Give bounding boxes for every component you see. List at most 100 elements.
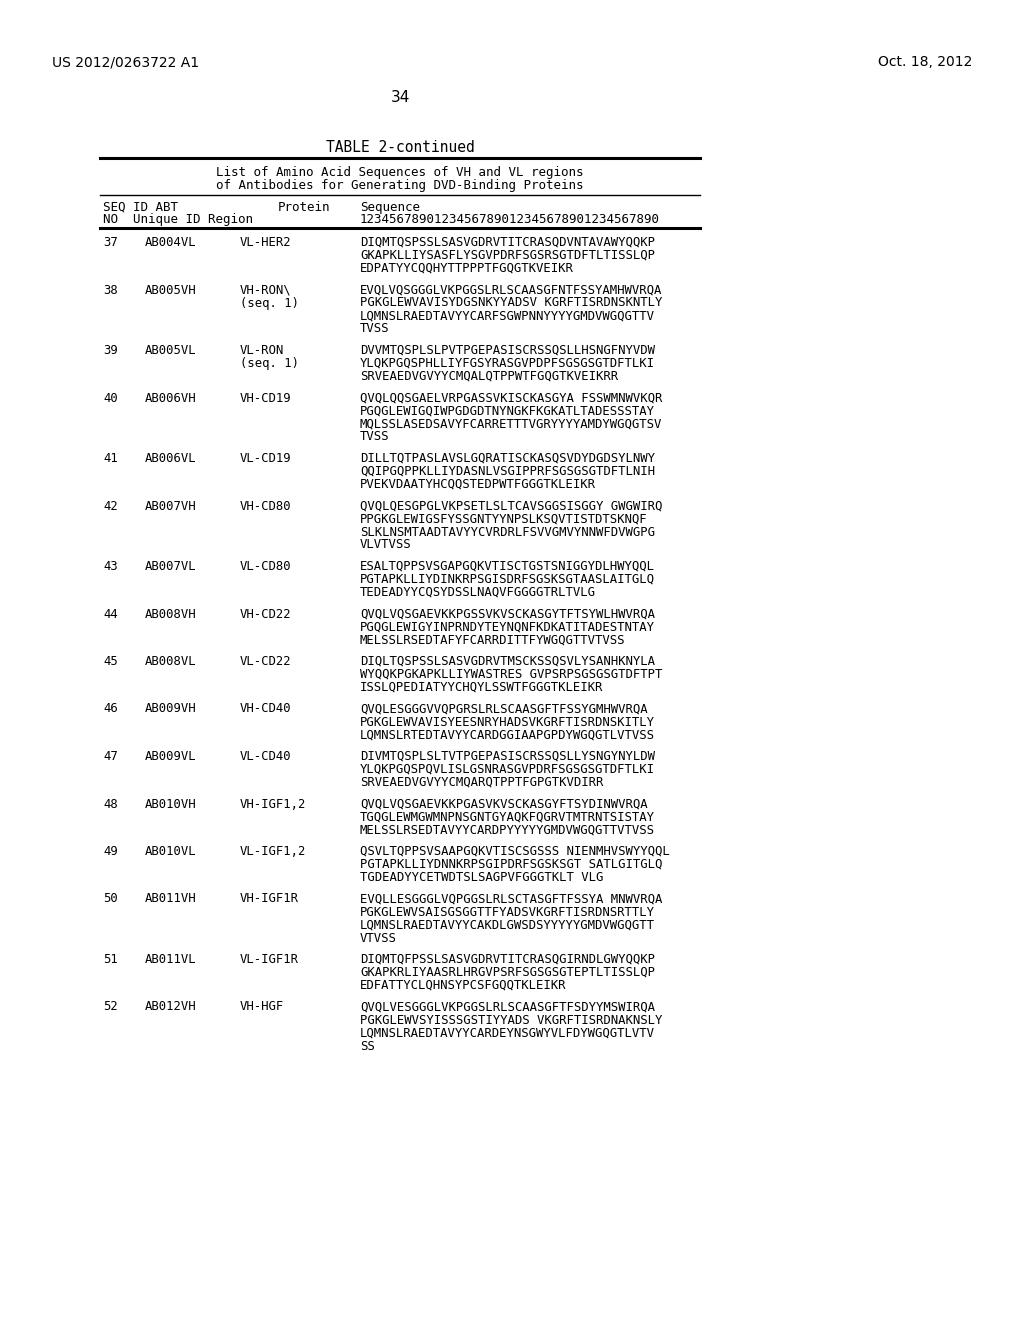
Text: LQMNSLRAEDTAVYYCARDEYNSGWYVLFDYWGQGTLVTV: LQMNSLRAEDTAVYYCARDEYNSGWYVLFDYWGQGTLVTV	[360, 1027, 655, 1040]
Text: PGTAPKLLIYDINKRPSGISDRFSGSKSGTAASLAITGLQ: PGTAPKLLIYDINKRPSGISDRFSGSKSGTAASLAITGLQ	[360, 573, 655, 586]
Text: YLQKPGQSPHLLIYFGSYRASGVPDPFSGSGSGTDFTLKI: YLQKPGQSPHLLIYFGSYRASGVPDPFSGSGSGTDFTLKI	[360, 356, 655, 370]
Text: List of Amino Acid Sequences of VH and VL regions: List of Amino Acid Sequences of VH and V…	[216, 166, 584, 180]
Text: AB005VH: AB005VH	[145, 284, 197, 297]
Text: VH-CD40: VH-CD40	[240, 702, 292, 715]
Text: ESALTQPPSVSGAPGQKVTISCTGSTSNIGGYDLHWYQQL: ESALTQPPSVSGAPGQKVTISCTGSTSNIGGYDLHWYQQL	[360, 560, 655, 573]
Text: VH-IGF1R: VH-IGF1R	[240, 892, 299, 906]
Text: QVQLVESGGGLVKPGGSLRLSCAASGFTFSDYYMSWIRQA: QVQLVESGGGLVKPGGSLRLSCAASGFTFSDYYMSWIRQA	[360, 1001, 655, 1014]
Text: QVQLQESGPGLVKPSETLSLTCAVSGGSISGGY GWGWIRQ: QVQLQESGPGLVKPSETLSLTCAVSGGSISGGY GWGWIR…	[360, 499, 663, 512]
Text: VH-HGF: VH-HGF	[240, 1001, 285, 1014]
Text: 41: 41	[103, 451, 118, 465]
Text: 48: 48	[103, 797, 118, 810]
Text: VH-RON\: VH-RON\	[240, 284, 292, 297]
Text: PGKGLEWVAVISYEESNRYHADSVKGRFTISRDNSKITLY: PGKGLEWVAVISYEESNRYHADSVKGRFTISRDNSKITLY	[360, 715, 655, 729]
Text: 50: 50	[103, 892, 118, 906]
Text: SS: SS	[360, 1040, 375, 1052]
Text: AB010VL: AB010VL	[145, 845, 197, 858]
Text: VL-CD19: VL-CD19	[240, 451, 292, 465]
Text: ISSLQPEDIATYYCHQYLSSWTFGGGTKLEIKR: ISSLQPEDIATYYCHQYLSSWTFGGGTKLEIKR	[360, 681, 603, 694]
Text: 47: 47	[103, 750, 118, 763]
Text: VTVSS: VTVSS	[360, 932, 397, 945]
Text: VL-CD40: VL-CD40	[240, 750, 292, 763]
Text: PGKGLEWVSAISGSGGTTFYADSVKGRFTISRDNSRTTLY: PGKGLEWVSAISGSGGTTFYADSVKGRFTISRDNSRTTLY	[360, 906, 655, 919]
Text: PGKGLEWVSYISSSGSTIYYADS VKGRFTISRDNAKNSLY: PGKGLEWVSYISSSGSTIYYADS VKGRFTISRDNAKNSL…	[360, 1014, 663, 1027]
Text: EDFATTYCLQHNSYPCSFGQQTKLEIKR: EDFATTYCLQHNSYPCSFGQQTKLEIKR	[360, 979, 566, 993]
Text: 45: 45	[103, 655, 118, 668]
Text: VL-IGF1,2: VL-IGF1,2	[240, 845, 306, 858]
Text: AB009VL: AB009VL	[145, 750, 197, 763]
Text: 34: 34	[390, 90, 410, 106]
Text: VLVTVSS: VLVTVSS	[360, 539, 412, 552]
Text: 1234567890123456789012345678901234567890: 1234567890123456789012345678901234567890	[360, 213, 660, 226]
Text: SEQ ID ABT: SEQ ID ABT	[103, 201, 178, 214]
Text: TVSS: TVSS	[360, 430, 389, 444]
Text: PVEKVDAATYHCQQSTEDPWTFGGGTKLEIKR: PVEKVDAATYHCQQSTEDPWTFGGGTKLEIKR	[360, 478, 596, 491]
Text: QVQLESGGGVVQPGRSLRLSCAASGFTFSSYGMHWVRQA: QVQLESGGGVVQPGRSLRLSCAASGFTFSSYGMHWVRQA	[360, 702, 647, 715]
Text: TVSS: TVSS	[360, 322, 389, 335]
Text: AB011VH: AB011VH	[145, 892, 197, 906]
Text: 52: 52	[103, 1001, 118, 1014]
Text: PGKGLEWVAVISYDGSNKYYADSV KGRFTISRDNSKNTLY: PGKGLEWVAVISYDGSNKYYADSV KGRFTISRDNSKNTL…	[360, 297, 663, 309]
Text: LQMNSLRTEDTAVYYCARDGGIAAPGPDYWGQGTLVTVSS: LQMNSLRTEDTAVYYCARDGGIAAPGPDYWGQGTLVTVSS	[360, 729, 655, 742]
Text: DIQMTQFPSSLSASVGDRVTITCRASQGIRNDLGWYQQKP: DIQMTQFPSSLSASVGDRVTITCRASQGIRNDLGWYQQKP	[360, 953, 655, 966]
Text: QQIPGQPPKLLIYDASNLVSGIPPRFSGSGSGTDFTLNIH: QQIPGQPPKLLIYDASNLVSGIPPRFSGSGSGTDFTLNIH	[360, 465, 655, 478]
Text: QSVLTQPPSVSAAPGQKVTISCSGSSS NIENMHVSWYYQQL: QSVLTQPPSVSAAPGQKVTISCSGSSS NIENMHVSWYYQ…	[360, 845, 670, 858]
Text: SLKLNSMTAADTAVYYCVRDRLFSVVGMVYNNWFDVWGPG: SLKLNSMTAADTAVYYCVRDRLFSVVGMVYNNWFDVWGPG	[360, 525, 655, 539]
Text: VH-CD22: VH-CD22	[240, 607, 292, 620]
Text: VH-IGF1,2: VH-IGF1,2	[240, 797, 306, 810]
Text: AB010VH: AB010VH	[145, 797, 197, 810]
Text: US 2012/0263722 A1: US 2012/0263722 A1	[52, 55, 199, 69]
Text: VH-CD80: VH-CD80	[240, 499, 292, 512]
Text: 39: 39	[103, 345, 118, 356]
Text: (seq. 1): (seq. 1)	[240, 297, 299, 309]
Text: 49: 49	[103, 845, 118, 858]
Text: TEDEADYYCQSYDSSLNAQVFGGGGTRLTVLG: TEDEADYYCQSYDSSLNAQVFGGGGTRLTVLG	[360, 586, 596, 599]
Text: AB012VH: AB012VH	[145, 1001, 197, 1014]
Text: AB008VH: AB008VH	[145, 607, 197, 620]
Text: 38: 38	[103, 284, 118, 297]
Text: VL-CD22: VL-CD22	[240, 655, 292, 668]
Text: of Antibodies for Generating DVD-Binding Proteins: of Antibodies for Generating DVD-Binding…	[216, 180, 584, 191]
Text: DIVMTQSPLSLTVTPGEPASISCRSSQSLLYSNGYNYLDW: DIVMTQSPLSLTVTPGEPASISCRSSQSLLYSNGYNYLDW	[360, 750, 655, 763]
Text: 42: 42	[103, 499, 118, 512]
Text: AB007VH: AB007VH	[145, 499, 197, 512]
Text: PPGKGLEWIGSFYSSGNTYYNPSLKSQVTISTDTSKNQF: PPGKGLEWIGSFYSSGNTYYNPSLKSQVTISTDTSKNQF	[360, 512, 647, 525]
Text: AB005VL: AB005VL	[145, 345, 197, 356]
Text: EVQLLESGGGLVQPGGSLRLSCTASGFTFSSYA MNWVRQA: EVQLLESGGGLVQPGGSLRLSCTASGFTFSSYA MNWVRQ…	[360, 892, 663, 906]
Text: PGQGLEWIGYINPRNDYTEYNQNFKDKATITADESTNTAY: PGQGLEWIGYINPRNDYTEYNQNFKDKATITADESTNTAY	[360, 620, 655, 634]
Text: 44: 44	[103, 607, 118, 620]
Text: VH-CD19: VH-CD19	[240, 392, 292, 404]
Text: 40: 40	[103, 392, 118, 404]
Text: MELSSLRSEDTAFYFCARRDITTFYWGQGTTVTVSS: MELSSLRSEDTAFYFCARRDITTFYWGQGTTVTVSS	[360, 634, 626, 647]
Text: Sequence: Sequence	[360, 201, 420, 214]
Text: AB008VL: AB008VL	[145, 655, 197, 668]
Text: TABLE 2-continued: TABLE 2-continued	[326, 140, 474, 154]
Text: VL-CD80: VL-CD80	[240, 560, 292, 573]
Text: DIQLTQSPSSLSASVGDRVTMSCKSSQSVLYSANHKNYLA: DIQLTQSPSSLSASVGDRVTMSCKSSQSVLYSANHKNYLA	[360, 655, 655, 668]
Text: 46: 46	[103, 702, 118, 715]
Text: PGQGLEWIGQIWPGDGDTNYNGKFKGKATLTADESSSTAY: PGQGLEWIGQIWPGDGDTNYNGKFKGKATLTADESSSTAY	[360, 404, 655, 417]
Text: VL-IGF1R: VL-IGF1R	[240, 953, 299, 966]
Text: TGDEADYYCETWDTSLSAGPVFGGGTKLT VLG: TGDEADYYCETWDTSLSAGPVFGGGTKLT VLG	[360, 871, 603, 884]
Text: 51: 51	[103, 953, 118, 966]
Text: GKAPKLLIYSASFLYSGVPDRFSGSRSGTDFTLTISSLQP: GKAPKLLIYSASFLYSGVPDRFSGSRSGTDFTLTISSLQP	[360, 249, 655, 261]
Text: 43: 43	[103, 560, 118, 573]
Text: 37: 37	[103, 236, 118, 249]
Text: AB011VL: AB011VL	[145, 953, 197, 966]
Text: MELSSLRSEDTAVYYCARDPYYYYYGMDVWGQGTTVTVSS: MELSSLRSEDTAVYYCARDPYYYYYGMDVWGQGTTVTVSS	[360, 824, 655, 837]
Text: LQMNSLRAEDTAVYYCAKDLGWSDSYYYYYGMDVWGQGTT: LQMNSLRAEDTAVYYCAKDLGWSDSYYYYYGMDVWGQGTT	[360, 919, 655, 932]
Text: QVQLQQSGAELVRPGASSVKISCKASGYA FSSWMNWVKQR: QVQLQQSGAELVRPGASSVKISCKASGYA FSSWMNWVKQ…	[360, 392, 663, 404]
Text: Protein: Protein	[278, 201, 331, 214]
Text: TGQGLEWMGWMNPNSGNTGYAQKFQGRVTMTRNTSISTAY: TGQGLEWMGWMNPNSGNTGYAQKFQGRVTMTRNTSISTAY	[360, 810, 655, 824]
Text: DIQMTQSPSSLSASVGDRVTITCRASQDVNTAVAWYQQKP: DIQMTQSPSSLSASVGDRVTITCRASQDVNTAVAWYQQKP	[360, 236, 655, 249]
Text: VL-HER2: VL-HER2	[240, 236, 292, 249]
Text: AB007VL: AB007VL	[145, 560, 197, 573]
Text: (seq. 1): (seq. 1)	[240, 356, 299, 370]
Text: DILLTQTPASLAVSLGQRATISCKASQSVDYDGDSYLNWY: DILLTQTPASLAVSLGQRATISCKASQSVDYDGDSYLNWY	[360, 451, 655, 465]
Text: QVQLVQSGAEVKKPGSSVKVSCKASGYTFTSYWLHWVRQA: QVQLVQSGAEVKKPGSSVKVSCKASGYTFTSYWLHWVRQA	[360, 607, 655, 620]
Text: EDPATYYCQQHYTTPPPTFGQGTKVEIKR: EDPATYYCQQHYTTPPPTFGQGTKVEIKR	[360, 261, 573, 275]
Text: SRVEAEDVGVYYCMQALQTPPWTFGQGTKVEIKRR: SRVEAEDVGVYYCMQALQTPPWTFGQGTKVEIKRR	[360, 370, 618, 383]
Text: AB006VL: AB006VL	[145, 451, 197, 465]
Text: AB009VH: AB009VH	[145, 702, 197, 715]
Text: MQLSSLASEDSAVYFCARRETTTVGRYYYYAMDYWGQGTSV: MQLSSLASEDSAVYFCARRETTTVGRYYYYAMDYWGQGTS…	[360, 417, 663, 430]
